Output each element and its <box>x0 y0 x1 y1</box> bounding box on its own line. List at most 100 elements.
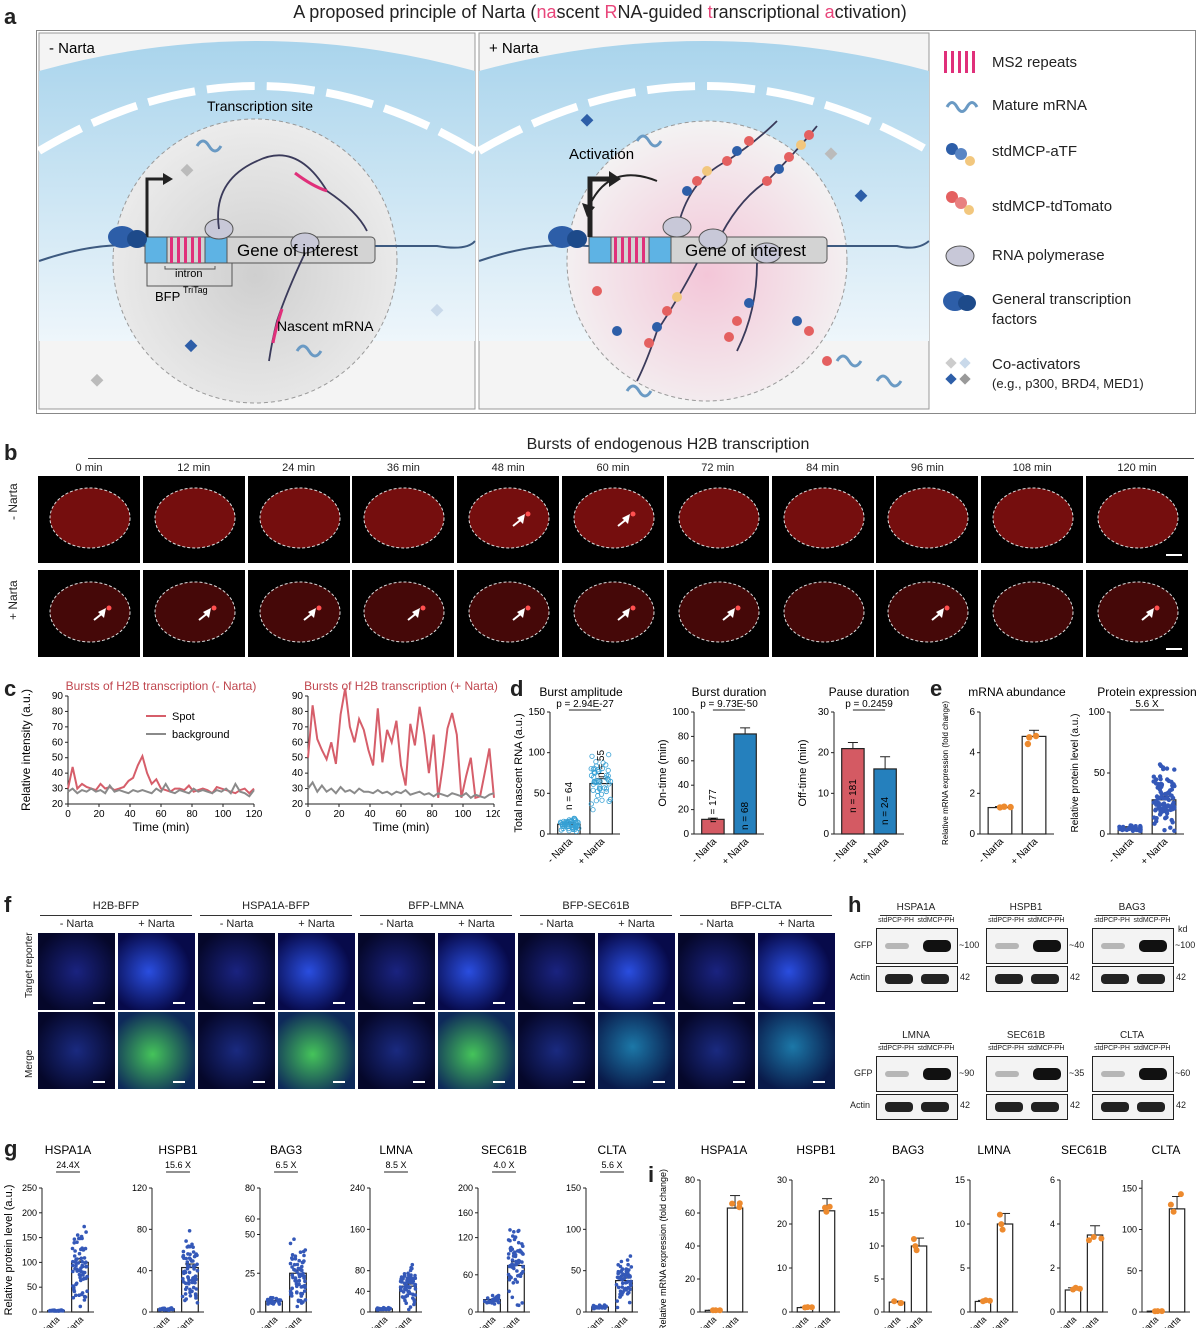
data-point <box>301 1271 305 1276</box>
kd-actin: 42 <box>1070 972 1081 982</box>
data-point <box>1007 803 1014 811</box>
y-tick-label: 50 <box>245 1230 255 1240</box>
y-tick-label: 10 <box>777 1263 787 1273</box>
panel-label-a: a <box>4 4 17 29</box>
data-point <box>592 1306 596 1311</box>
transcription-spot <box>420 605 426 611</box>
y-tick-label: 30 <box>52 784 64 795</box>
bar <box>726 1207 744 1313</box>
data-point <box>187 1280 191 1285</box>
lane-label: stdPCP-PH <box>878 917 914 924</box>
data-point <box>77 1236 81 1241</box>
chart-title: HSPA1A <box>701 1143 747 1157</box>
legend-icons <box>943 51 979 385</box>
y-tick-label: 50 <box>1127 1266 1137 1276</box>
blot-gene-label: LMNA <box>902 1030 930 1041</box>
data-point <box>408 1291 412 1296</box>
nucleus-signal <box>783 488 864 548</box>
arrow-head-icon <box>726 608 735 618</box>
data-point <box>79 1269 83 1274</box>
y-tick-label: 0 <box>1099 829 1105 840</box>
arrow-head-icon <box>1146 608 1154 618</box>
y-tick-label: 80 <box>292 706 304 717</box>
data-point <box>402 1274 407 1278</box>
blot-gfp <box>876 928 958 964</box>
data-point <box>400 1295 405 1299</box>
data-point <box>1172 767 1177 772</box>
legend-ms2: MS2 repeats <box>992 54 1078 71</box>
y-tick-label: 250 <box>22 1183 37 1193</box>
data-point <box>1169 817 1174 823</box>
series-line-background <box>67 781 255 798</box>
x-category-label: - Narta <box>690 836 720 866</box>
arrow-head-icon <box>412 608 421 618</box>
data-point <box>629 1265 634 1269</box>
x-category-label: + Narta <box>385 1314 413 1328</box>
data-point <box>83 1246 88 1251</box>
condition-label: + Narta <box>458 918 495 930</box>
y-tick-label: 100 <box>1088 707 1105 718</box>
stdmcp-atf-icon <box>946 143 975 166</box>
x-category-label: - Narta <box>1107 836 1137 866</box>
nucleus-outline <box>783 487 865 549</box>
nucleus-image <box>887 581 969 643</box>
arrow-head-icon <box>517 514 526 524</box>
data-point <box>84 1230 88 1234</box>
bar <box>873 768 897 835</box>
data-point <box>77 1251 82 1256</box>
scale-bar <box>733 1081 745 1083</box>
transcription-spot <box>525 605 531 611</box>
x-category-label: + Narta <box>1139 836 1170 867</box>
data-point <box>1024 740 1032 748</box>
panel-f-row-merge: Merge <box>24 1049 35 1078</box>
panel-b-row-minus: - Narta <box>6 483 20 520</box>
y-tick-label: 150 <box>528 707 545 718</box>
micrograph-merge <box>118 1012 195 1089</box>
data-point <box>485 1296 490 1300</box>
micrograph-plus <box>247 570 350 657</box>
data-point <box>595 778 601 784</box>
lane-label: stdPCP-PH <box>988 1045 1024 1052</box>
data-point <box>74 1293 78 1298</box>
nucleus-image <box>573 581 655 643</box>
data-point <box>592 770 598 776</box>
micrograph-plus <box>142 570 245 657</box>
gtf-icon <box>943 291 976 311</box>
y-tick-label: 5 <box>874 1274 879 1284</box>
title-part: t <box>707 2 713 22</box>
micrograph-plus <box>876 570 979 657</box>
data-point <box>185 1260 190 1264</box>
group-label: BFP-CLTA <box>730 900 782 912</box>
bfp-label: BFP <box>155 289 180 304</box>
data-point <box>408 1268 413 1273</box>
gene-label-right: Gene of interest <box>685 241 806 260</box>
data-point <box>376 1308 381 1312</box>
data-point <box>74 1261 78 1265</box>
micrograph-plus <box>666 570 769 657</box>
x-category-label: - Narta <box>1052 1314 1079 1328</box>
n-label: n = 64 <box>564 782 575 811</box>
data-point <box>292 1267 296 1272</box>
data-point <box>1172 828 1177 833</box>
nucleus-image <box>783 487 865 549</box>
y-tick-label: 30 <box>292 784 304 795</box>
title-part: R <box>604 2 618 22</box>
y-tick-label: 120 <box>132 1183 147 1193</box>
band-actin-1 <box>995 974 1023 984</box>
data-point <box>513 1277 518 1282</box>
micrograph-minus <box>38 476 140 563</box>
scale-bar <box>1166 554 1182 556</box>
data-point <box>808 1304 815 1311</box>
micrograph-plus <box>771 570 874 657</box>
data-point <box>626 1279 630 1284</box>
data-point <box>620 1281 625 1286</box>
data-point <box>629 1279 633 1284</box>
blot-underline <box>880 915 952 916</box>
data-point <box>623 1274 627 1279</box>
y-tick-label: 0 <box>576 1307 581 1317</box>
condition-label: + Narta <box>138 918 175 930</box>
blot-gene-label: HSPA1A <box>896 902 936 913</box>
blot-gene-label: SEC61B <box>1006 1030 1046 1041</box>
p-value: p = 9.73E-50 <box>700 699 758 710</box>
scale-bar <box>813 1002 825 1004</box>
